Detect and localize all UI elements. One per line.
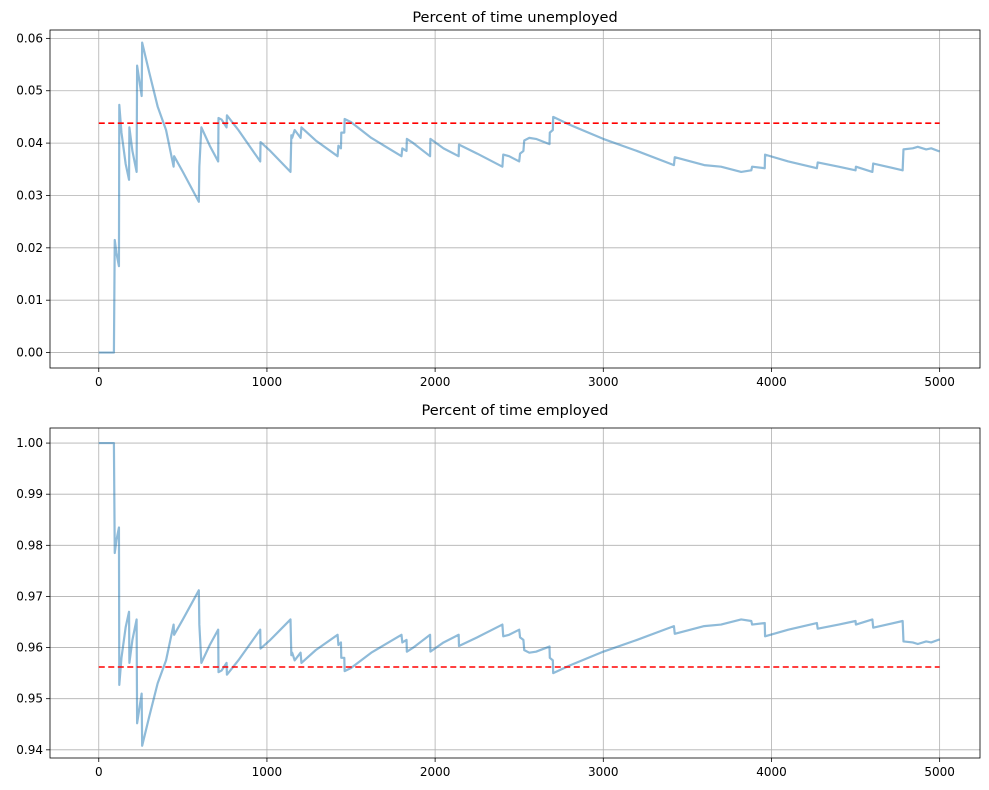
y-tick-label: 0.05 xyxy=(16,84,43,98)
y-tick-label: 0.98 xyxy=(16,538,43,552)
axes-frame xyxy=(49,29,981,369)
chart-panel-2: Percent of time employed 0 1000 2000 3000 400… xyxy=(16,403,981,779)
y-tick-label: 0.99 xyxy=(16,487,43,501)
chart-title: Percent of time employed xyxy=(422,403,609,419)
x-tick-label: 5000 xyxy=(924,765,955,779)
x-tick-label: 4000 xyxy=(756,765,787,779)
y-tick-label: 0.95 xyxy=(16,692,43,706)
y-tick-label: 1.00 xyxy=(16,436,43,450)
x-tick-label: 4000 xyxy=(756,375,787,389)
y-tick-label: 0.03 xyxy=(16,188,43,202)
x-tick-label: 1000 xyxy=(252,375,283,389)
y-tick-label: 0.94 xyxy=(16,743,43,757)
axes-frame xyxy=(49,427,981,759)
y-tick-label: 0.04 xyxy=(16,136,43,150)
x-tick-label: 3000 xyxy=(588,375,619,389)
data-series-line xyxy=(98,441,941,747)
y-tick-label: 0.96 xyxy=(16,641,43,655)
y-tick-label: 0.02 xyxy=(16,241,43,255)
x-tick-label: 0 xyxy=(95,765,103,779)
x-tick-label: 3000 xyxy=(588,765,619,779)
x-tick-label: 2000 xyxy=(420,375,451,389)
chart-panel-1: Percent of time unemployed 0 1000 2000 3000 4… xyxy=(16,10,981,389)
x-tick-label: 0 xyxy=(95,375,103,389)
data-series-line xyxy=(98,41,941,354)
y-tick-label: 0.01 xyxy=(16,293,43,307)
y-tick-label: 0.97 xyxy=(16,589,43,603)
x-tick-label: 1000 xyxy=(252,765,283,779)
y-tick-label: 0.00 xyxy=(16,346,43,360)
x-tick-label: 5000 xyxy=(924,375,955,389)
x-tick-label: 2000 xyxy=(420,765,451,779)
chart-title: Percent of time unemployed xyxy=(412,10,617,26)
y-tick-label: 0.06 xyxy=(16,31,43,45)
